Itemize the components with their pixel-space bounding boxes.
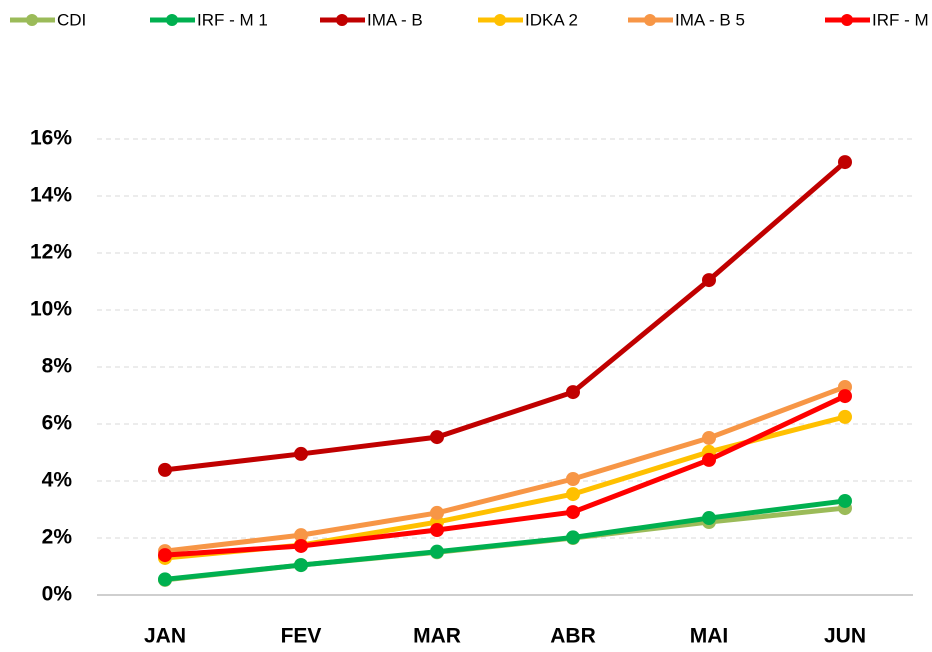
series-line bbox=[164, 384, 846, 554]
legend-label: IMA - B 5 bbox=[675, 10, 745, 29]
y-tick-label: 0% bbox=[42, 583, 73, 606]
point bbox=[294, 528, 308, 543]
legend-label: IMA - B bbox=[367, 10, 423, 29]
y-tick-label: 4% bbox=[42, 469, 73, 492]
legend-marker bbox=[644, 14, 656, 26]
point bbox=[158, 548, 172, 563]
point bbox=[430, 505, 444, 520]
y-tick-label: 12% bbox=[30, 241, 72, 264]
legend-marker bbox=[26, 14, 38, 26]
x-tick-label: MAI bbox=[690, 625, 729, 648]
y-tick-label: 8% bbox=[42, 355, 73, 378]
y-tick-label: 16% bbox=[30, 127, 72, 150]
point bbox=[294, 538, 308, 553]
point bbox=[566, 530, 580, 545]
point bbox=[294, 446, 308, 461]
point bbox=[158, 462, 172, 477]
point bbox=[838, 155, 852, 170]
point bbox=[702, 511, 716, 526]
legend-marker bbox=[166, 14, 178, 26]
x-tick-label: JUN bbox=[824, 625, 866, 648]
x-tick-label: FEV bbox=[281, 625, 322, 648]
y-tick-label: 2% bbox=[42, 526, 73, 549]
point bbox=[702, 273, 716, 288]
point bbox=[838, 493, 852, 508]
legend-marker bbox=[336, 14, 348, 26]
series-line bbox=[164, 160, 847, 473]
series-line bbox=[164, 393, 847, 558]
point bbox=[566, 505, 580, 520]
point bbox=[158, 572, 172, 587]
point bbox=[294, 558, 308, 573]
point bbox=[566, 385, 580, 400]
legend-label: CDI bbox=[57, 10, 86, 29]
legend-label: IDKA 2 bbox=[525, 10, 578, 29]
point bbox=[430, 544, 444, 559]
x-tick-label: ABR bbox=[550, 625, 596, 648]
legend-label: IRF - M 1 bbox=[197, 10, 268, 29]
point bbox=[838, 409, 852, 424]
y-tick-label: 6% bbox=[42, 412, 73, 435]
series-line bbox=[164, 498, 846, 582]
point bbox=[838, 389, 852, 404]
x-tick-label: MAR bbox=[413, 625, 461, 648]
point bbox=[566, 487, 580, 502]
legend-marker bbox=[494, 14, 506, 26]
point bbox=[702, 452, 716, 467]
point bbox=[566, 472, 580, 487]
legend-label: IRF - M bbox=[872, 10, 929, 29]
point bbox=[430, 430, 444, 445]
point bbox=[702, 430, 716, 445]
x-tick-label: JAN bbox=[144, 625, 186, 648]
y-tick-label: 14% bbox=[30, 184, 72, 207]
point bbox=[430, 523, 444, 538]
y-tick-label: 10% bbox=[30, 298, 72, 321]
legend-marker bbox=[841, 14, 853, 26]
